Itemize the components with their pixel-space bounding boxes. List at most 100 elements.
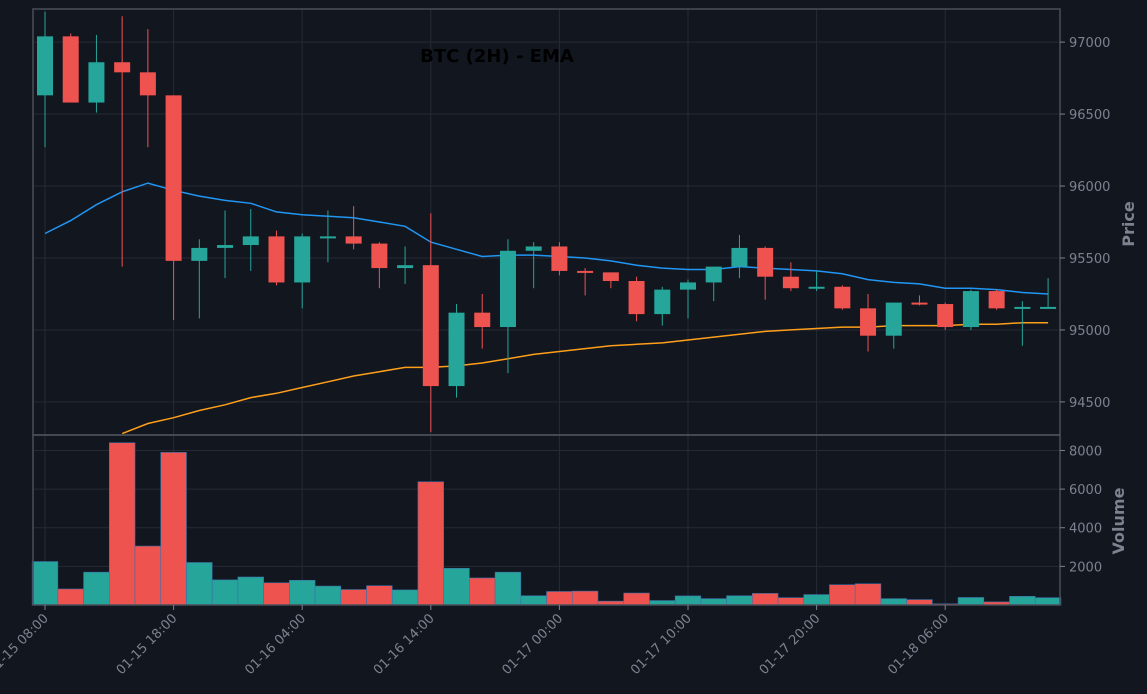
candle: [448, 304, 465, 398]
candle: [885, 302, 902, 349]
candle: [371, 242, 388, 289]
candle: [191, 239, 208, 319]
volume-bar: [803, 594, 830, 606]
candle-body: [602, 272, 619, 282]
candle-body: [962, 291, 979, 328]
volume-bar: [134, 545, 162, 606]
candle-body: [808, 286, 825, 289]
candle-body: [165, 95, 182, 261]
candle: [757, 246, 774, 300]
price-axis: 94500 95000 95500 96000 96500 97000: [1060, 36, 1110, 411]
candle-body: [191, 247, 208, 261]
volume-bar: [829, 584, 856, 606]
volume-tick-label: 8000: [1069, 444, 1102, 459]
volume-bar: [340, 589, 367, 606]
candle: [962, 289, 979, 330]
volume-bar: [366, 585, 393, 606]
candle: [88, 34, 105, 113]
volume-bar: [109, 442, 136, 606]
candle-body: [37, 36, 53, 96]
volume-bar: [726, 595, 753, 606]
price-tick-label: 97000: [1069, 36, 1110, 51]
volume-bar: [211, 579, 239, 606]
candle-body: [525, 246, 542, 251]
candle-body: [834, 286, 851, 309]
price-tick-label: 94500: [1069, 396, 1110, 411]
candle-body: [654, 289, 671, 315]
candle-body: [62, 36, 79, 103]
volume-bar: [571, 590, 599, 606]
volume-bar: [700, 598, 727, 606]
candle-body: [782, 276, 799, 289]
candle: [731, 234, 748, 279]
volume-bar: [546, 591, 573, 606]
volume-bar: [957, 597, 985, 606]
candle: [397, 246, 414, 284]
candle-body: [731, 247, 748, 267]
candle: [525, 242, 542, 289]
volume-panel-frame: [32, 434, 1061, 606]
candle: [474, 293, 491, 349]
candle-body: [319, 236, 336, 239]
candle-body: [139, 72, 156, 96]
volume-bar: [623, 592, 650, 606]
candle-body: [551, 246, 568, 271]
volume-bar: [186, 562, 213, 606]
candle: [422, 213, 439, 433]
candle-body: [448, 312, 465, 387]
candle: [654, 286, 671, 326]
volume-bar: [777, 597, 805, 606]
volume-bar: [83, 571, 110, 606]
volume-bar: [417, 481, 444, 606]
candle-body: [217, 245, 234, 248]
volume-bar: [263, 582, 290, 606]
candle: [860, 293, 877, 352]
ema-short-line: [44, 182, 1049, 295]
candle: [680, 279, 696, 319]
candle: [37, 11, 53, 148]
candle: [551, 242, 568, 276]
candle: [499, 239, 516, 374]
price-axis-title: Price: [1119, 201, 1138, 247]
volume-bar: [520, 595, 547, 606]
volume-bar: [494, 571, 522, 606]
candle: [319, 210, 336, 263]
volume-bar: [237, 576, 264, 606]
candle-body: [757, 247, 774, 277]
volume-axis-title: Volume: [1109, 487, 1128, 554]
candle: [628, 276, 645, 322]
candle-body: [88, 62, 105, 103]
volume-bar: [854, 583, 882, 606]
candle: [808, 270, 825, 292]
candle-body: [885, 302, 902, 336]
candle: [294, 233, 311, 309]
volume-bar: [1034, 597, 1062, 606]
candle: [705, 266, 722, 302]
candle: [988, 289, 1005, 310]
candle: [1014, 301, 1031, 346]
candle-body: [397, 265, 414, 269]
volume-tick-label: 4000: [1069, 522, 1102, 537]
volume-tick-label: 2000: [1069, 560, 1102, 575]
candle-body: [911, 302, 928, 305]
candle-body: [294, 236, 311, 283]
candle-body: [499, 250, 516, 328]
volume-bar: [751, 593, 779, 606]
volume-bar: [443, 567, 470, 606]
candle-body: [474, 312, 491, 328]
candle: [114, 16, 131, 267]
candle: [165, 95, 182, 320]
candle: [937, 302, 954, 330]
price-tick-label: 95000: [1069, 324, 1110, 339]
candle-body: [1040, 306, 1057, 309]
candle-body: [937, 304, 954, 328]
candle-body: [705, 266, 722, 283]
volume-bar: [880, 598, 907, 606]
candle-body: [422, 265, 439, 387]
candle-body: [860, 308, 877, 336]
volume-bar: [469, 577, 496, 606]
candle-body: [628, 281, 645, 315]
volume-bar: [160, 452, 187, 606]
volume-bar: [1009, 596, 1036, 606]
candle-body: [268, 236, 285, 283]
